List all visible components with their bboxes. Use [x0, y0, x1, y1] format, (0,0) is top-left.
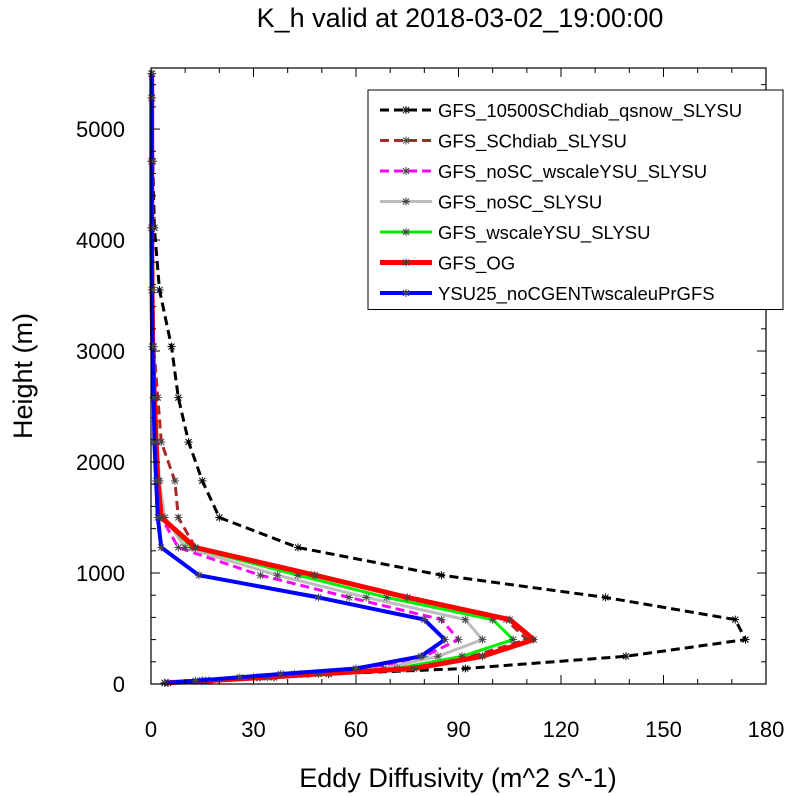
data-point	[147, 157, 156, 166]
data-point	[434, 652, 442, 661]
data-point	[509, 635, 518, 644]
data-point	[198, 476, 207, 485]
data-point	[191, 676, 200, 685]
legend-label: GFS_SChdiab_SLYSU	[438, 131, 627, 153]
x-tick-label: 180	[748, 717, 785, 742]
data-point	[293, 543, 302, 552]
data-point	[148, 285, 157, 294]
data-point	[741, 635, 750, 644]
data-point	[273, 571, 282, 580]
data-point	[170, 476, 179, 485]
data-point	[437, 615, 446, 624]
data-point	[148, 342, 157, 351]
chart-title: K_h valid at 2018-03-02_19:00:00	[257, 3, 664, 33]
legend-marker	[402, 197, 410, 206]
data-point	[420, 615, 429, 624]
x-tick-label: 30	[241, 717, 265, 742]
legend-box	[367, 89, 784, 310]
data-point	[215, 513, 224, 522]
data-point	[403, 593, 412, 602]
legend-label: GFS_OG	[438, 253, 515, 275]
data-point	[454, 635, 463, 644]
legend-marker	[402, 228, 410, 236]
legend-label: GFS_10500SChdiab_qsnow_SLYSU	[438, 100, 742, 122]
data-point	[416, 652, 425, 661]
data-point	[352, 664, 360, 673]
data-point	[529, 635, 538, 644]
y-tick-label: 5000	[76, 117, 125, 142]
legend-label: GFS_noSC_wscaleYSU_SLYSU	[438, 161, 707, 183]
y-tick-label: 0	[113, 672, 125, 697]
data-point	[147, 93, 156, 102]
legend-marker	[402, 167, 410, 175]
data-point	[147, 69, 156, 78]
data-point	[437, 571, 446, 580]
legend-marker	[402, 106, 410, 114]
data-point	[184, 438, 193, 447]
data-point	[410, 664, 419, 673]
data-point	[478, 652, 487, 661]
legend-label: GFS_wscaleYSU_SLYSU	[438, 222, 651, 244]
data-point	[461, 664, 470, 673]
data-point	[174, 393, 183, 402]
legend-label: GFS_noSC_SLYSU	[438, 192, 602, 214]
data-point	[191, 543, 200, 552]
x-tick-label: 0	[145, 717, 157, 742]
data-point	[311, 571, 319, 580]
x-axis-label: Eddy Diffusivity (m^2 s^-1)	[299, 763, 616, 793]
data-point	[731, 615, 740, 624]
data-point	[235, 673, 244, 682]
data-point	[194, 571, 203, 580]
series-line-1	[150, 73, 747, 685]
y-tick-label: 4000	[76, 228, 125, 253]
data-point	[276, 670, 285, 679]
legend-marker	[402, 136, 410, 145]
y-axis-label: Height (m)	[8, 313, 38, 439]
data-point	[160, 678, 169, 687]
x-tick-label: 90	[446, 717, 470, 742]
y-tick-label: 1000	[76, 561, 125, 586]
data-point	[601, 593, 610, 602]
data-point	[167, 342, 176, 351]
data-point	[152, 476, 161, 485]
y-tick-label: 2000	[76, 450, 125, 475]
x-tick-label: 60	[344, 717, 368, 742]
data-point	[174, 543, 183, 552]
legend-marker	[402, 258, 410, 267]
data-point	[150, 438, 159, 447]
x-tick-label: 150	[645, 717, 682, 742]
data-point	[478, 635, 487, 644]
data-point	[174, 513, 183, 522]
data-point	[440, 635, 449, 644]
data-point	[362, 593, 371, 602]
data-point	[155, 285, 164, 294]
data-point	[621, 652, 630, 661]
data-point	[314, 593, 323, 602]
data-point	[153, 513, 162, 522]
x-tick-label: 120	[543, 717, 580, 742]
data-point	[256, 571, 265, 580]
data-point	[345, 593, 354, 602]
legend-label: YSU25_noCGENTwscaleuPrGFS	[438, 283, 715, 305]
data-point	[157, 543, 166, 552]
legend-marker	[402, 289, 410, 297]
y-tick-label: 3000	[76, 339, 125, 364]
data-point	[181, 543, 190, 552]
data-point	[147, 223, 156, 232]
axes-layer: 0 30 60 90 120 150 180 0 1000 2000 3000 4000 5000	[76, 67, 785, 742]
legend: GFS_10500SChdiab_qsnow_SLYSU GFS_SChdiab_…	[367, 89, 784, 310]
data-point	[461, 615, 470, 624]
data-point	[505, 615, 514, 624]
